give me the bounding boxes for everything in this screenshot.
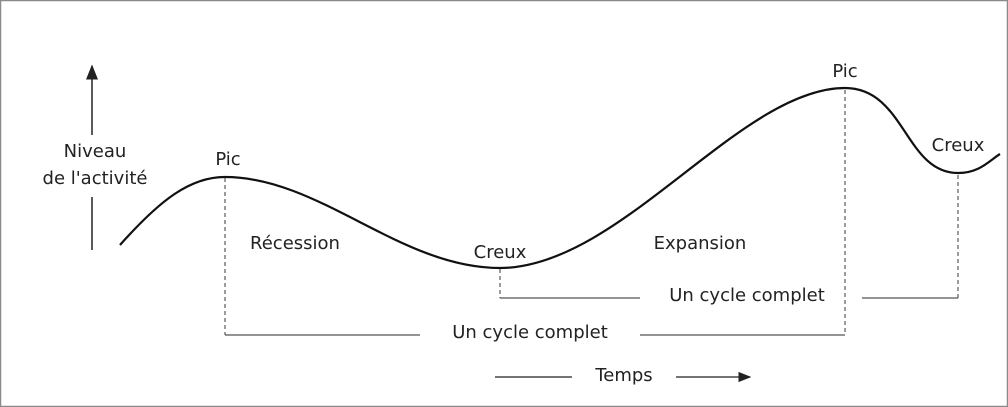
trough-label: Creux bbox=[932, 135, 985, 156]
x-axis-label: Temps bbox=[594, 365, 652, 386]
phase-label: Récession bbox=[250, 233, 340, 254]
cycle-curve bbox=[119, 86, 1001, 270]
peak-label: Pic bbox=[215, 149, 240, 170]
y-axis-label: Niveau bbox=[64, 141, 127, 162]
cycle-label: Un cycle complet bbox=[669, 285, 825, 306]
trough-label: Creux bbox=[474, 242, 527, 263]
phase-label: Expansion bbox=[654, 233, 747, 254]
cycle-label: Un cycle complet bbox=[452, 322, 608, 343]
peak-label: Pic bbox=[832, 61, 857, 82]
y-axis-label: de l'activité bbox=[43, 168, 148, 189]
